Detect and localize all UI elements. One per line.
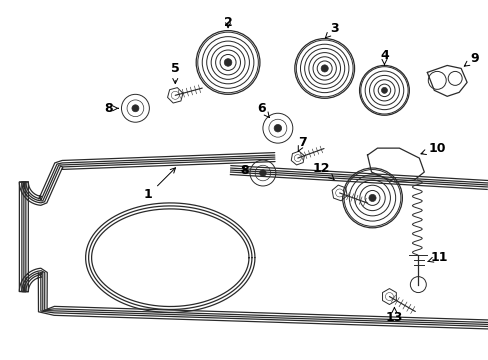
Text: 10: 10 xyxy=(420,141,445,155)
Text: 6: 6 xyxy=(257,102,269,117)
Text: 8: 8 xyxy=(104,102,118,115)
Text: 4: 4 xyxy=(379,49,388,65)
Text: 2: 2 xyxy=(223,16,232,29)
Text: 8: 8 xyxy=(240,163,249,176)
Circle shape xyxy=(224,59,231,66)
Circle shape xyxy=(259,170,265,176)
Circle shape xyxy=(132,105,139,112)
Circle shape xyxy=(381,87,386,93)
Circle shape xyxy=(274,125,281,132)
Text: 7: 7 xyxy=(298,136,306,152)
Circle shape xyxy=(294,154,301,162)
Text: 5: 5 xyxy=(170,62,179,84)
Text: 13: 13 xyxy=(385,307,402,324)
Text: 1: 1 xyxy=(143,168,175,202)
Circle shape xyxy=(368,194,375,202)
Text: 12: 12 xyxy=(312,162,333,179)
Circle shape xyxy=(335,189,343,197)
Text: 3: 3 xyxy=(325,22,338,38)
Circle shape xyxy=(385,293,393,301)
Text: 9: 9 xyxy=(463,52,478,66)
Text: 11: 11 xyxy=(427,251,447,264)
Circle shape xyxy=(171,91,179,99)
Circle shape xyxy=(321,65,327,72)
